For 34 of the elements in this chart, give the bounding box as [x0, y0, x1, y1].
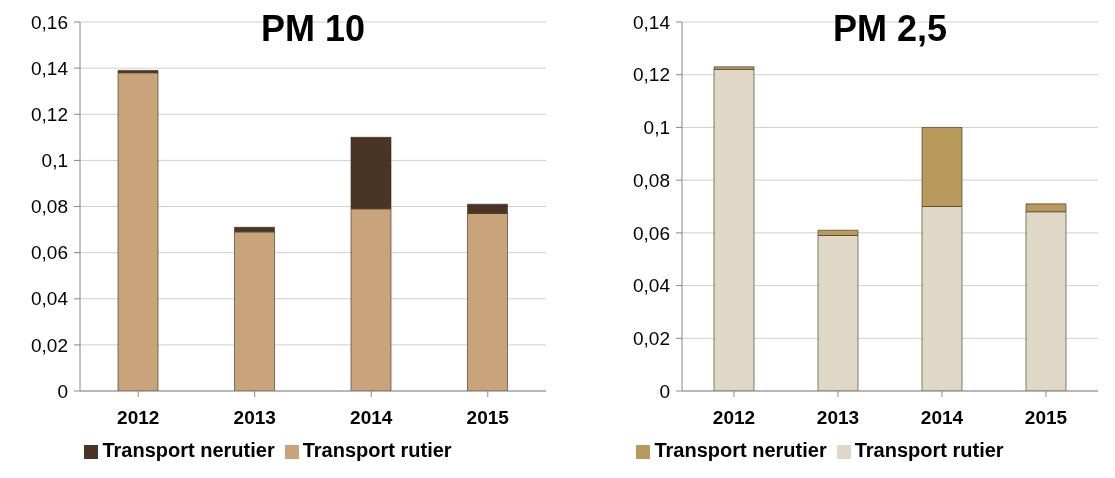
y-tick-label: 0,1	[643, 117, 670, 139]
y-tick-label: 0,14	[31, 57, 69, 79]
y-tick-label: 0,12	[633, 64, 670, 86]
y-tick-label: 0	[57, 380, 68, 402]
y-tick-label: 0,12	[31, 104, 68, 125]
chart-title: PM 2,5	[831, 8, 948, 50]
x-tick-label: 2014	[350, 407, 393, 429]
legend-label: Transport rutier	[854, 439, 1004, 461]
x-tick-label: 2013	[233, 407, 276, 429]
y-tick-label: 0,02	[633, 328, 670, 350]
y-tick-label: 0,16	[31, 11, 68, 33]
y-tick-label: 0,04	[633, 275, 671, 297]
bar	[117, 72, 159, 391]
x-tick-label: 2015	[1024, 407, 1068, 429]
x-tick-label: 2012	[117, 407, 160, 429]
x-tick-label: 2014	[920, 407, 964, 429]
y-tick-label: 0,08	[633, 169, 670, 191]
chart-title: PM 10	[259, 8, 366, 50]
bar	[234, 231, 275, 391]
y-tick-label: 0,14	[633, 11, 671, 33]
y-tick-label: 0,06	[31, 242, 68, 264]
y-tick-label: 0,02	[31, 334, 68, 356]
x-tick-label: 2015	[466, 407, 510, 429]
legend-label: Transport rutier	[302, 439, 452, 461]
legend-label: Transport nerutier	[654, 439, 827, 461]
y-tick-label: 0,06	[633, 222, 670, 244]
y-tick-label: 0,08	[31, 196, 68, 218]
x-tick-label: 2012	[712, 407, 756, 429]
y-tick-label: 0,1	[41, 150, 68, 172]
bar	[713, 69, 755, 391]
y-tick-label: 0,04	[31, 288, 69, 310]
x-tick-label: 2013	[816, 407, 860, 429]
y-tick-label: 0	[659, 380, 670, 402]
legend-label: Transport nerutier	[102, 439, 275, 461]
